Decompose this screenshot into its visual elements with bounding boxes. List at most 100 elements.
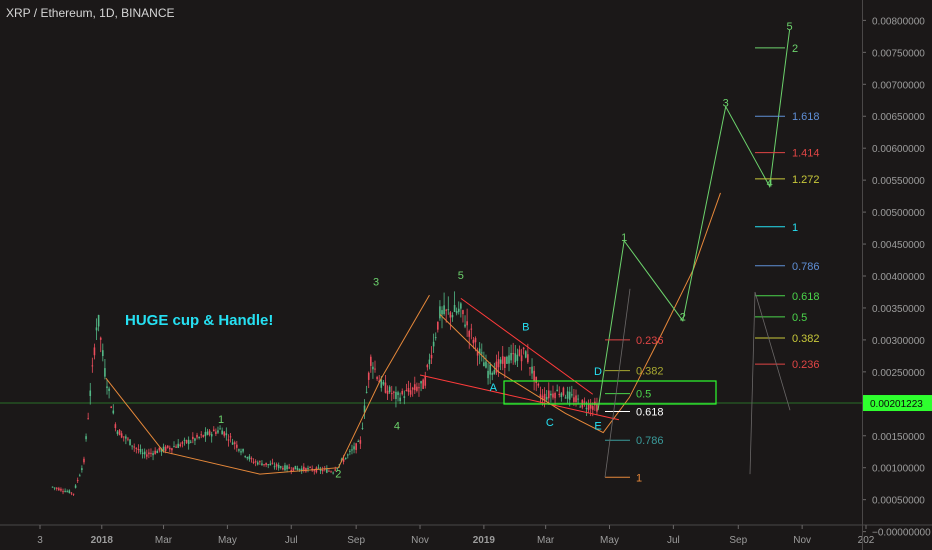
candle-body — [273, 466, 276, 468]
candle-body — [374, 368, 376, 370]
candle-body — [133, 446, 136, 448]
candle-body — [562, 387, 565, 396]
candle-body — [434, 337, 437, 339]
candle-body — [68, 490, 71, 494]
candle-body — [336, 468, 339, 470]
candle-body — [554, 392, 556, 399]
fib-lower-level-label: 0.5 — [636, 389, 651, 401]
candle-body — [499, 359, 502, 364]
candle-body — [556, 389, 558, 392]
candle-body — [497, 359, 500, 368]
candle-body — [99, 337, 102, 340]
candle-body — [288, 467, 290, 469]
candle-body — [173, 446, 175, 448]
candle-body — [277, 464, 280, 469]
candle-body — [506, 356, 508, 364]
candle-body — [116, 431, 119, 434]
candle-body — [125, 436, 127, 439]
candle-body — [491, 372, 494, 375]
candle-body — [250, 458, 253, 460]
candle-body — [127, 438, 129, 440]
candle-body — [365, 391, 368, 393]
candle-body — [426, 364, 429, 368]
candle-body — [376, 377, 378, 380]
candle-body — [384, 382, 387, 393]
candle-body — [309, 467, 311, 469]
candle-body — [212, 429, 215, 432]
support-zone-box — [503, 380, 717, 405]
candle-body — [307, 467, 309, 470]
candle-body — [466, 321, 468, 326]
candle-body — [537, 383, 540, 386]
candle-body — [238, 449, 240, 451]
wave-label: E — [594, 420, 601, 432]
candle-body — [596, 403, 598, 412]
candle-body — [156, 450, 159, 454]
candle-body — [485, 361, 487, 368]
price-tick-label: 0.00100000 — [872, 464, 925, 475]
candle-body — [464, 324, 466, 327]
candle-body — [583, 401, 586, 403]
wave-label: B — [522, 321, 529, 333]
fib-lower-level-label: 0.786 — [636, 435, 664, 447]
candle-body — [470, 328, 473, 330]
price-tick-label: 0.00450000 — [872, 240, 925, 251]
candle-body — [524, 351, 527, 358]
time-tick-label: 202 — [858, 535, 875, 546]
candle-body — [135, 447, 138, 449]
upper-trend-line — [460, 297, 594, 395]
candle-body — [424, 376, 427, 386]
wave-label: 4 — [767, 178, 773, 190]
candle-body — [474, 338, 477, 343]
candle-body — [367, 372, 370, 380]
time-tick-label: Nov — [411, 535, 429, 546]
candle-body — [286, 465, 288, 470]
candle-body — [81, 468, 83, 471]
candle-body — [504, 356, 506, 369]
candle-body — [550, 393, 552, 396]
annotation-note: HUGE cup & Handle! — [125, 312, 274, 329]
candle-body — [472, 339, 475, 344]
fib-lower-trend — [604, 288, 631, 478]
candle-body — [183, 439, 186, 441]
candle-body — [139, 449, 142, 453]
candle-body — [399, 397, 401, 402]
candle-body — [547, 390, 550, 399]
candle-body — [267, 464, 270, 466]
candle-body — [112, 410, 115, 414]
candle-body — [411, 387, 414, 390]
candle-body — [102, 350, 104, 357]
price-tick-label: 0.00650000 — [872, 112, 925, 123]
candle-body — [171, 448, 173, 451]
candle-body — [244, 456, 246, 458]
candle-body — [361, 427, 364, 429]
candle-body — [141, 452, 144, 454]
candle-body — [231, 442, 234, 445]
candle-body — [179, 444, 182, 447]
candle-body — [349, 450, 351, 452]
fib-upper-level-label: 0.786 — [792, 261, 820, 273]
price-axis[interactable] — [862, 0, 932, 550]
candle-body — [114, 424, 117, 428]
fib-lower-level-label: 1 — [636, 472, 642, 484]
fib-upper-trend — [754, 291, 791, 411]
candle-body — [382, 381, 385, 385]
candle-body — [196, 434, 198, 438]
candle-body — [514, 353, 517, 363]
price-tick-label: 0.00550000 — [872, 176, 925, 187]
candle-body — [380, 379, 383, 388]
candle-body — [175, 446, 177, 448]
candle-body — [263, 464, 265, 466]
candle-body — [573, 397, 575, 402]
fib-upper-level-label: 1.414 — [792, 148, 820, 160]
candle-body — [545, 396, 548, 400]
candle-body — [489, 364, 491, 375]
candle-body — [531, 366, 533, 374]
candle-body — [85, 436, 87, 440]
candle-body — [55, 487, 58, 489]
time-tick-label: May — [218, 535, 237, 546]
candle-body — [568, 391, 571, 400]
candle-body — [533, 370, 535, 382]
candle-body — [246, 457, 249, 459]
